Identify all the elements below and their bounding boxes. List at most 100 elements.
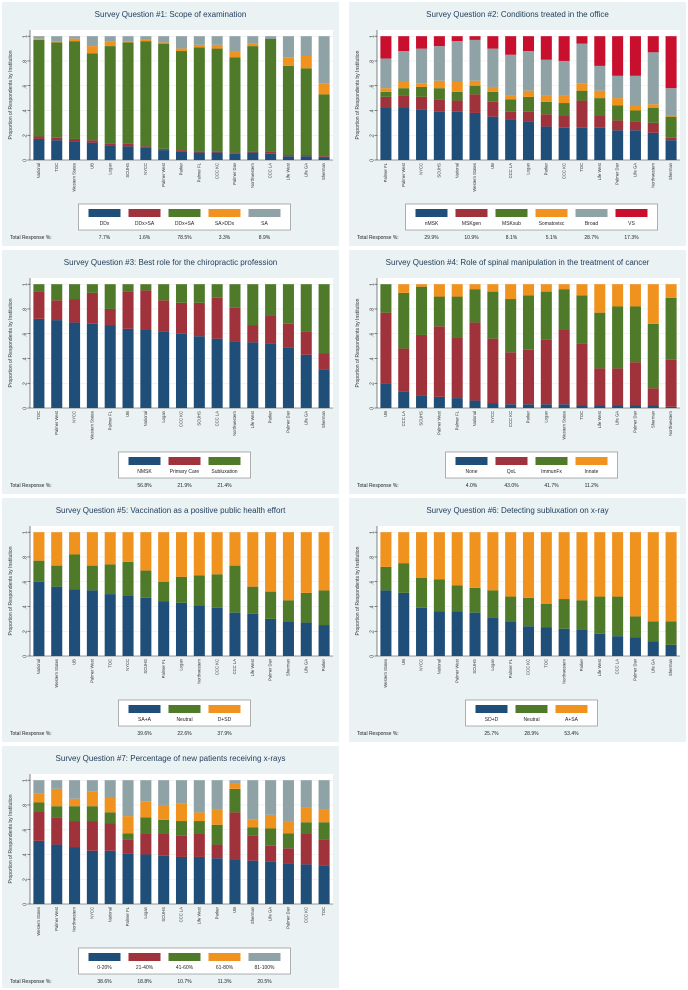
category-label: Western States xyxy=(561,411,566,440)
bar-segment-a-sa xyxy=(416,532,428,578)
bar-segment-ddx-sa xyxy=(282,65,294,156)
bar-segment-ddx-sa xyxy=(300,68,312,156)
bar-segment-sa-ddx xyxy=(282,57,294,66)
bar-segment-broad xyxy=(433,46,445,81)
chart-title: Survey Question #5: Vaccination as a pos… xyxy=(56,506,286,515)
bar-segment-ddx-sa xyxy=(211,151,223,153)
bar-segment-61-80- xyxy=(122,816,134,834)
bar-segment-sa-a xyxy=(158,601,170,656)
bar-segment-vs xyxy=(594,36,606,66)
bar-segment-sd-d xyxy=(665,644,677,656)
bar-segment-vs xyxy=(558,36,570,61)
y-tick-label: .6 xyxy=(22,580,28,584)
bar-segment-ddx-sa xyxy=(51,42,63,138)
category-label: CCC KC xyxy=(526,659,531,675)
bar-segment-nmsk xyxy=(647,132,659,160)
bar-segment-mskgen xyxy=(433,99,445,112)
y-tick-label: .8 xyxy=(22,60,28,64)
category-label: Palmer FL xyxy=(125,906,130,926)
category-label: TOC xyxy=(543,659,548,668)
bar-segment-ddx-sa xyxy=(300,155,312,157)
bar-segment-41-60- xyxy=(300,822,312,834)
bar-segment-none xyxy=(594,405,606,408)
bar-segment-immunfx xyxy=(647,323,659,389)
legend-label: Broad xyxy=(585,221,599,227)
bar-segment-a-sa xyxy=(576,532,588,601)
y-tick-label: 1 xyxy=(369,283,375,286)
bar-segment-41-60- xyxy=(33,802,45,812)
total-response-value: 3.3% xyxy=(219,235,231,241)
bar-segment-nmsk xyxy=(469,112,481,160)
bar-segment-sa xyxy=(104,36,116,42)
bar-segment-broad xyxy=(665,88,677,116)
bar-segment-sa xyxy=(69,36,81,39)
legend-label: Neutral xyxy=(523,717,539,723)
bar-segment-innate xyxy=(612,284,624,307)
bar-segment-vs xyxy=(505,36,517,55)
bar-segment-nmsk xyxy=(69,322,81,408)
legend-label: DDx>SA xyxy=(135,221,155,227)
legend-swatch xyxy=(555,705,588,713)
bar-segment-msksub xyxy=(540,101,552,115)
y-tick-label: 0 xyxy=(369,407,375,410)
bar-segment-broad xyxy=(629,75,641,106)
legend-swatch xyxy=(455,457,488,465)
category-label: Palmer Dav xyxy=(286,410,291,433)
bar-segment-sa-a xyxy=(193,605,205,656)
total-response-value: 37.9% xyxy=(217,731,232,737)
legend-label: SD+D xyxy=(485,717,499,723)
category-label: Palmer FL xyxy=(383,162,388,182)
bar-segment-msksub xyxy=(380,91,392,97)
legend-swatch xyxy=(575,457,608,465)
legend-label: 81-100% xyxy=(254,965,275,971)
total-response-label: Total Response %: xyxy=(10,731,52,737)
bar-segment-somatovisc xyxy=(433,80,445,89)
bar-segment-61-80- xyxy=(175,803,188,822)
bar-segment-sa-a xyxy=(86,590,98,656)
bar-segment-qol xyxy=(380,312,392,384)
bar-segment-neutral xyxy=(612,596,624,637)
bar-segment-ddx xyxy=(140,147,152,160)
bar-segment-somatovisc xyxy=(647,104,659,108)
y-tick-label: .6 xyxy=(369,84,375,88)
y-tick-label: .4 xyxy=(369,357,375,361)
bar-segment-sa-ddx xyxy=(122,41,134,43)
legend-label: MSKgen xyxy=(462,221,481,227)
bar-segment-d-sd xyxy=(229,532,241,566)
bar-segment-21-40- xyxy=(122,839,134,854)
legend-swatch xyxy=(128,209,161,217)
bar-segment-81-100- xyxy=(86,780,98,792)
legend-label: MSKsub xyxy=(502,221,521,227)
category-label: CCC LA xyxy=(615,659,620,675)
bar-segment-21-40- xyxy=(265,845,277,862)
category-label: Sherman xyxy=(286,658,291,676)
bar-segment-nmsk xyxy=(51,320,63,408)
bar-segment-neutral xyxy=(594,596,606,634)
total-response-value: 25.7% xyxy=(484,731,499,737)
bar-segment-vs xyxy=(380,36,392,59)
bar-segment-sa-ddx xyxy=(211,44,223,49)
bar-segment-broad xyxy=(540,59,552,96)
bar-segment-msksub xyxy=(451,91,463,101)
legend-label: 0-20% xyxy=(97,965,112,971)
bar-segment-immunfx xyxy=(487,291,499,339)
bar-segment-ddx-sa xyxy=(175,51,188,151)
bar-segment-msksub xyxy=(398,88,410,96)
category-label: Life West xyxy=(597,162,602,180)
bar-segment-ddx-sa xyxy=(211,48,223,152)
bar-segment-immunfx xyxy=(594,312,606,369)
category-label: NYCC xyxy=(125,659,130,671)
bar-segment-vs xyxy=(416,36,428,49)
bar-segment-41-60- xyxy=(175,821,188,836)
bar-segment-81-100- xyxy=(229,780,241,784)
bar-segment-ddx xyxy=(211,152,223,160)
bar-segment-none xyxy=(522,404,535,408)
y-tick-label: .6 xyxy=(22,332,28,336)
bar-segment-broad xyxy=(451,41,463,82)
chart-panel-7: Survey Question #7: Percentage of new pa… xyxy=(2,746,339,988)
bar-segment-61-80- xyxy=(193,812,205,822)
bar-segment-ddx-sa xyxy=(265,151,277,154)
category-label: SCUHS xyxy=(161,907,166,922)
bar-segment-none xyxy=(380,383,392,408)
total-response-label: Total Response %: xyxy=(357,483,399,489)
